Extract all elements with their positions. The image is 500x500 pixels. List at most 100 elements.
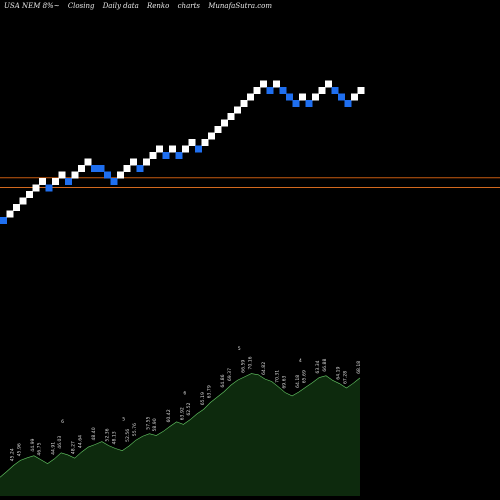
renko-brick-up bbox=[201, 139, 209, 146]
renko-brick-up bbox=[117, 171, 124, 179]
price-label: 63.34 bbox=[315, 360, 321, 373]
site-label: MunafaSutra.com bbox=[208, 2, 272, 10]
price-label: 70.16 bbox=[247, 356, 253, 369]
price-label: 67.28 bbox=[342, 371, 348, 384]
annotation-label: 5 bbox=[122, 417, 125, 423]
renko-brick-up bbox=[312, 93, 319, 101]
charts-label: charts bbox=[177, 2, 200, 10]
annotation-label: 5 bbox=[238, 346, 241, 352]
renko-brick-down bbox=[162, 152, 170, 159]
renko-brick-down bbox=[195, 145, 202, 153]
renko-brick-up bbox=[182, 145, 189, 153]
renko-brick-up bbox=[351, 93, 358, 101]
renko-brick-down bbox=[97, 165, 105, 172]
annotation-label: 6 bbox=[183, 390, 186, 396]
renko-brick-up bbox=[26, 191, 33, 198]
price-label: 66.59 bbox=[241, 360, 247, 373]
renko-brick-up bbox=[214, 126, 222, 133]
renko-brick-up bbox=[13, 204, 20, 211]
price-label: 58.90 bbox=[152, 418, 158, 431]
price-label: 64.86 bbox=[220, 374, 226, 387]
renko-brick-down bbox=[286, 93, 293, 101]
price-line bbox=[0, 373, 361, 478]
renko-brick-up bbox=[188, 139, 196, 146]
closing-label: Closing bbox=[67, 2, 95, 10]
renko-brick-down bbox=[136, 165, 144, 172]
price-label: 44.99 bbox=[30, 438, 36, 451]
renko-brick-up bbox=[208, 132, 215, 140]
price-label: 48.40 bbox=[91, 427, 97, 440]
renko-brick-up bbox=[299, 93, 306, 101]
price-label: 66.88 bbox=[322, 359, 328, 372]
renko-brick-up bbox=[78, 165, 85, 172]
renko-brick-down bbox=[305, 100, 313, 107]
renko-brick-up bbox=[58, 171, 66, 179]
price-label: 46.75 bbox=[37, 442, 43, 455]
price-label: 46.03 bbox=[57, 436, 63, 449]
data-frequency-label: Daily data bbox=[102, 2, 139, 10]
price-label: 68.18 bbox=[356, 361, 362, 374]
price-label: 55.76 bbox=[132, 423, 138, 436]
price-label: 44.91 bbox=[50, 442, 56, 455]
renko-brick-up bbox=[52, 178, 59, 185]
price-label: 48.13 bbox=[111, 431, 117, 444]
price-label: 62.52 bbox=[186, 402, 192, 415]
renko-brick-down bbox=[175, 152, 183, 159]
renko-brick-up bbox=[156, 145, 163, 153]
price-label: 63.79 bbox=[207, 385, 213, 398]
renko-brick-up bbox=[318, 87, 326, 94]
renko-brick-up bbox=[143, 158, 150, 166]
renko-brick-up bbox=[221, 119, 228, 127]
renko-brick-up bbox=[260, 80, 267, 88]
chart-header: USA NEM 8%~ Closing Daily data Renko cha… bbox=[4, 2, 278, 10]
renko-brick-down bbox=[266, 87, 274, 94]
price-label: 65.19 bbox=[200, 392, 206, 405]
renko-brick-up bbox=[19, 197, 27, 205]
price-label: 48.27 bbox=[71, 441, 77, 454]
renko-brick-up bbox=[325, 80, 332, 88]
renko-brick-up bbox=[71, 171, 79, 179]
price-label: 52.56 bbox=[125, 429, 131, 442]
renko-brick-down bbox=[104, 171, 111, 179]
renko-brick-up bbox=[169, 145, 176, 153]
renko-brick-up bbox=[130, 158, 137, 166]
annotation-label: 6 bbox=[61, 419, 64, 425]
renko-brick-up bbox=[227, 113, 235, 120]
price-label: 63.92 bbox=[179, 407, 185, 420]
price-label: 52.36 bbox=[105, 428, 111, 441]
renko-brick-up bbox=[253, 87, 261, 94]
renko-brick-down bbox=[279, 87, 287, 94]
price-area bbox=[0, 373, 360, 496]
renko-brick-down bbox=[65, 178, 72, 185]
price-label: 64.19 bbox=[336, 366, 342, 379]
renko-brick-down bbox=[331, 87, 339, 94]
renko-brick-down bbox=[91, 165, 98, 172]
renko-brick-up bbox=[123, 165, 131, 172]
renko-brick-up bbox=[240, 100, 248, 107]
renko-brick-up bbox=[234, 106, 241, 114]
price-label: 69.37 bbox=[227, 368, 233, 381]
renko-brick-down bbox=[338, 93, 345, 101]
chart-type-label: Renko bbox=[147, 2, 170, 10]
price-label: 64.82 bbox=[261, 362, 267, 375]
annotation-label: 4 bbox=[299, 358, 302, 364]
renko-brick-down bbox=[0, 217, 7, 224]
price-label: 69.63 bbox=[281, 375, 287, 388]
renko-brick-up bbox=[247, 93, 254, 101]
renko-brick-up bbox=[32, 184, 40, 192]
renko-brick-down bbox=[45, 184, 53, 192]
symbol-label: USA NEM 8%~ bbox=[4, 2, 60, 10]
renko-brick-up bbox=[273, 80, 280, 88]
price-label: 44.64 bbox=[78, 435, 84, 448]
price-label: 60.42 bbox=[166, 409, 172, 422]
renko-brick-up bbox=[39, 178, 46, 185]
price-label: 45.24 bbox=[10, 448, 16, 461]
price-label: 57.55 bbox=[145, 416, 151, 429]
price-label: 64.18 bbox=[295, 375, 301, 388]
renko-brick-up bbox=[357, 87, 365, 94]
renko-brick-up bbox=[84, 158, 92, 166]
renko-brick-up bbox=[149, 152, 157, 159]
price-label: 70.31 bbox=[274, 370, 280, 383]
